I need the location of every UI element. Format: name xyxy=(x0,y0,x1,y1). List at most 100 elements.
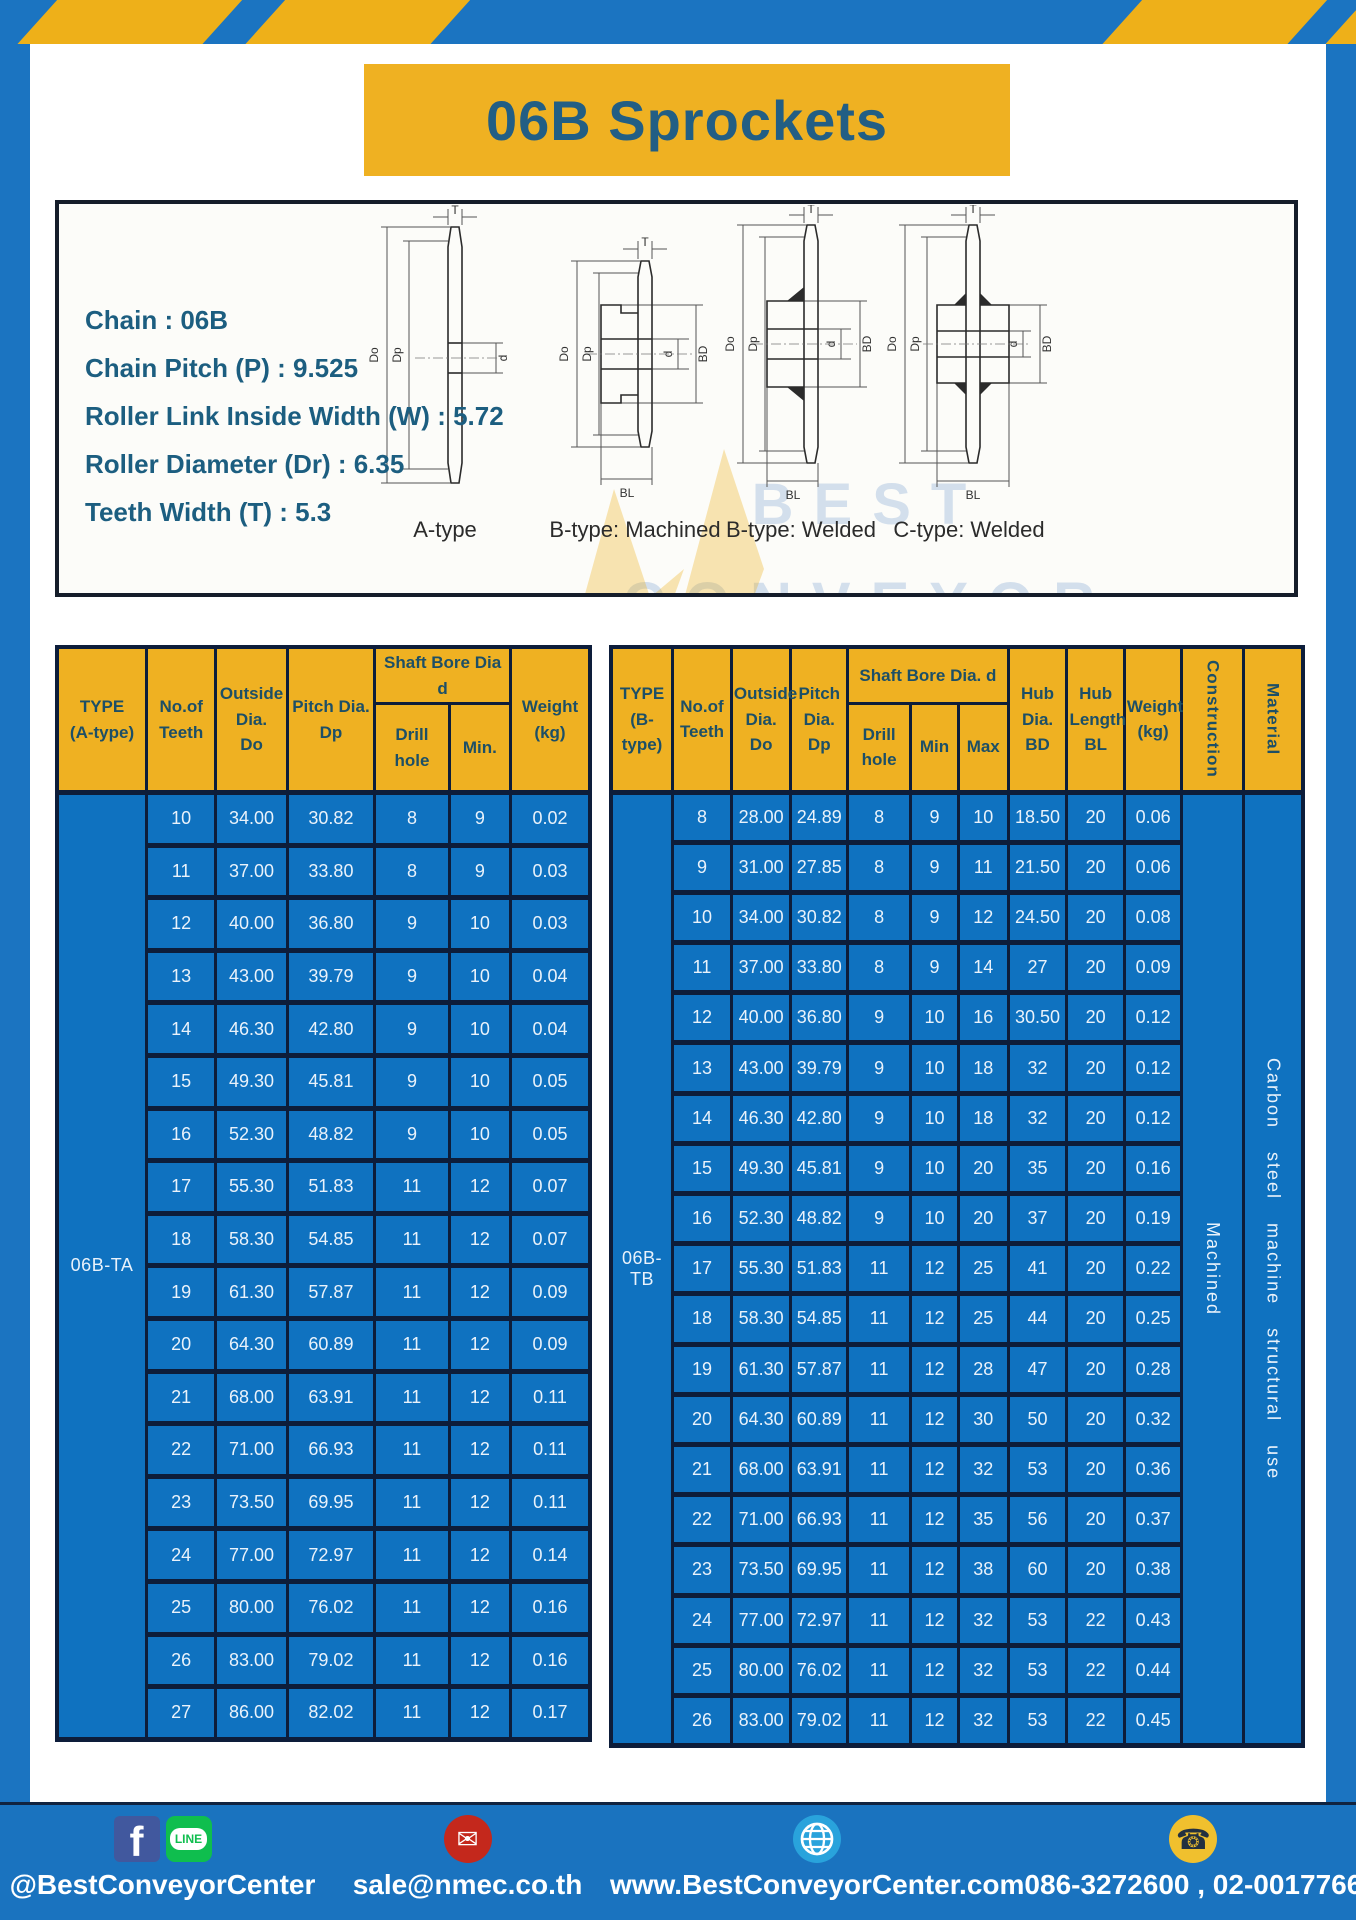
footer-website-section: www.BestConveyorCenter.com xyxy=(610,1805,1024,1920)
data-cell: 46.30 xyxy=(729,1090,793,1146)
col-header-drill-hole: Drill hole xyxy=(846,701,913,794)
data-cell: 38 xyxy=(956,1542,1010,1598)
data-cell: 11 xyxy=(373,1368,451,1427)
data-cell: 0.08 xyxy=(1122,889,1184,946)
data-cell: 14 xyxy=(671,1090,733,1146)
table-row: 21 68.00 63.91 11 12 0.11 xyxy=(57,1368,592,1427)
type-label-cell: 06B-TA xyxy=(55,790,149,1742)
data-cell: 12 xyxy=(909,1692,960,1749)
data-cell: 40.00 xyxy=(214,895,289,953)
data-cell: 0.16 xyxy=(1122,1140,1184,1197)
data-cell: 12 xyxy=(447,1315,513,1374)
sprocket-diagrams: T Do Dp d A-type xyxy=(355,202,1295,595)
data-cell: 0.05 xyxy=(509,1105,592,1164)
data-cell: 12 xyxy=(909,1642,960,1698)
data-cell: 0.44 xyxy=(1122,1642,1184,1698)
data-cell: 0.11 xyxy=(509,1421,592,1479)
data-cell: 10 xyxy=(909,1040,960,1096)
data-cell: 8 xyxy=(846,839,913,895)
data-cell: 17 xyxy=(145,1158,218,1216)
phone-icon[interactable]: ☎ xyxy=(1169,1815,1218,1863)
data-cell: 53 xyxy=(1006,1692,1069,1749)
data-cell: 15 xyxy=(145,1052,218,1111)
sprocket-table-a-type: TYPE (A-type) No.of Teeth Outside Dia. D… xyxy=(55,645,592,1742)
col-header-weight: Weight (kg) xyxy=(509,645,592,794)
page-title: 06B Sprockets xyxy=(364,64,1010,176)
data-cell: 20 xyxy=(1065,1040,1126,1096)
data-cell: 22 xyxy=(145,1421,218,1479)
data-cell: 72.97 xyxy=(789,1592,850,1648)
data-cell: 55.30 xyxy=(214,1158,289,1216)
data-cell: 80.00 xyxy=(729,1642,793,1698)
table-row: 23 73.50 69.95 11 12 38 60 20 0.38 xyxy=(611,1542,1303,1598)
data-cell: 20 xyxy=(145,1315,218,1374)
data-cell: 12 xyxy=(447,1631,513,1690)
data-cell: 9 xyxy=(909,940,960,996)
data-cell: 35 xyxy=(956,1492,1010,1548)
email-address[interactable]: sale@nmec.co.th xyxy=(352,1869,583,1900)
table-row: 19 61.30 57.87 11 12 0.09 xyxy=(57,1263,592,1321)
data-cell: 9 xyxy=(909,789,960,845)
data-cell: 22 xyxy=(1065,1642,1126,1698)
table-row: 15 49.30 45.81 9 10 0.05 xyxy=(57,1052,592,1111)
data-cell: 0.09 xyxy=(509,1315,592,1374)
data-cell: 80.00 xyxy=(214,1578,289,1637)
data-cell: 11 xyxy=(373,1473,451,1532)
social-handle[interactable]: @BestConveyorCenter xyxy=(9,1869,316,1900)
data-cell: 36.80 xyxy=(285,895,377,953)
a-type-drawing: T Do Dp d xyxy=(367,203,510,484)
data-cell: 20 xyxy=(1065,990,1126,1046)
data-cell: 52.30 xyxy=(214,1105,289,1164)
data-cell: 0.17 xyxy=(509,1684,592,1742)
table-row: 14 46.30 42.80 9 10 18 32 20 0.12 xyxy=(611,1090,1303,1146)
diagram-label: B-type: Welded xyxy=(725,517,876,542)
data-cell: 18 xyxy=(671,1291,733,1347)
data-cell: 0.09 xyxy=(509,1263,592,1321)
data-cell: 24 xyxy=(145,1526,218,1584)
b-type-welded-drawing: T Do Dp d BD BL xyxy=(723,202,874,502)
globe-icon[interactable] xyxy=(793,1815,842,1863)
banner-stripe xyxy=(1325,0,1356,44)
svg-text:BL: BL xyxy=(966,488,981,502)
data-cell: 73.50 xyxy=(214,1473,289,1532)
svg-text:d: d xyxy=(1006,341,1020,348)
data-cell: 22 xyxy=(1065,1592,1126,1648)
website-url[interactable]: www.BestConveyorCenter.com xyxy=(610,1869,1025,1900)
data-cell: 83.00 xyxy=(214,1631,289,1690)
data-cell: 0.28 xyxy=(1122,1341,1184,1397)
table-row: 06B-TA 10 34.00 30.82 8 9 0.02 xyxy=(55,790,592,1742)
data-cell: 69.95 xyxy=(285,1473,377,1532)
email-icon[interactable]: ✉ xyxy=(443,1815,492,1863)
col-header-hub-length: Hub Length BL xyxy=(1065,645,1126,794)
line-icon[interactable]: LINE xyxy=(165,1816,212,1862)
phone-numbers[interactable]: 086-3272600 , 02-0017766 xyxy=(1024,1869,1356,1900)
data-cell: 24.50 xyxy=(1006,889,1069,946)
col-header-min: Min xyxy=(909,701,960,794)
banner-stripe xyxy=(1102,0,1333,44)
data-cell: 21 xyxy=(671,1441,733,1498)
data-cell: 34.00 xyxy=(214,790,289,848)
data-cell: 52.30 xyxy=(729,1190,793,1247)
data-cell: 35 xyxy=(1006,1140,1069,1197)
data-cell: 12 xyxy=(909,1241,960,1297)
data-cell: 20 xyxy=(956,1140,1010,1197)
data-cell: 0.45 xyxy=(1122,1692,1184,1749)
data-cell: 11 xyxy=(373,1315,451,1374)
table-row: 25 80.00 76.02 11 12 0.16 xyxy=(57,1578,592,1637)
data-cell: 32 xyxy=(956,1692,1010,1749)
data-cell: 18.50 xyxy=(1006,789,1069,845)
table-row: 16 52.30 48.82 9 10 0.05 xyxy=(57,1105,592,1164)
line-icon-label: LINE xyxy=(169,1828,208,1850)
data-cell: 0.25 xyxy=(1122,1291,1184,1347)
chain-specs: Chain : 06B Chain Pitch (P) : 9.525 Roll… xyxy=(85,296,504,536)
data-cell: 28.00 xyxy=(729,789,793,845)
table-row: 26 83.00 79.02 11 12 32 53 22 0.45 xyxy=(611,1692,1303,1749)
data-cell: 16 xyxy=(671,1190,733,1247)
data-cell: 73.50 xyxy=(729,1542,793,1598)
diagram-c-type-welded: T Do Dp d BD BL C-type: Welded xyxy=(879,202,1059,543)
facebook-icon[interactable]: f xyxy=(113,1816,160,1862)
data-cell: 82.02 xyxy=(285,1684,377,1742)
data-cell: 49.30 xyxy=(214,1052,289,1111)
data-cell: 12 xyxy=(909,1542,960,1598)
data-cell: 0.36 xyxy=(1122,1441,1184,1498)
